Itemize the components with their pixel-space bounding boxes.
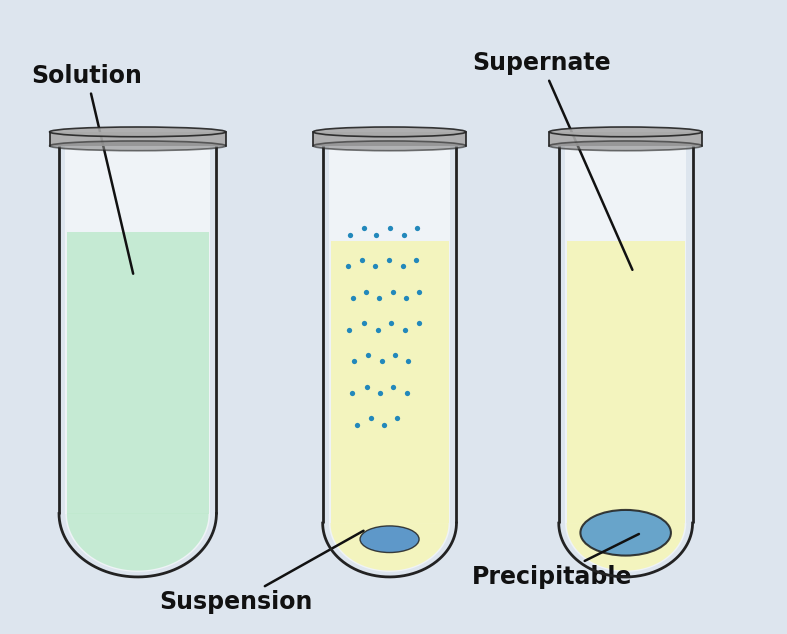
Ellipse shape (360, 526, 419, 553)
Ellipse shape (580, 510, 671, 555)
Polygon shape (331, 523, 449, 571)
Polygon shape (65, 514, 210, 572)
Polygon shape (65, 146, 210, 514)
Polygon shape (331, 241, 449, 523)
Polygon shape (67, 514, 209, 571)
Polygon shape (313, 132, 466, 146)
Ellipse shape (313, 127, 466, 137)
Polygon shape (329, 523, 450, 572)
Ellipse shape (50, 127, 226, 137)
Polygon shape (565, 523, 686, 572)
Ellipse shape (549, 127, 702, 137)
Ellipse shape (50, 141, 226, 151)
Polygon shape (567, 241, 685, 523)
Ellipse shape (313, 141, 466, 151)
Polygon shape (50, 132, 226, 146)
Text: Solution: Solution (31, 64, 142, 274)
Text: Supernate: Supernate (472, 51, 633, 270)
Text: Precipitable: Precipitable (472, 534, 639, 589)
Polygon shape (565, 146, 686, 523)
Polygon shape (329, 146, 450, 523)
Polygon shape (549, 132, 702, 146)
Polygon shape (67, 232, 209, 514)
Text: Suspension: Suspension (160, 531, 364, 614)
Ellipse shape (549, 141, 702, 151)
Polygon shape (567, 523, 685, 571)
